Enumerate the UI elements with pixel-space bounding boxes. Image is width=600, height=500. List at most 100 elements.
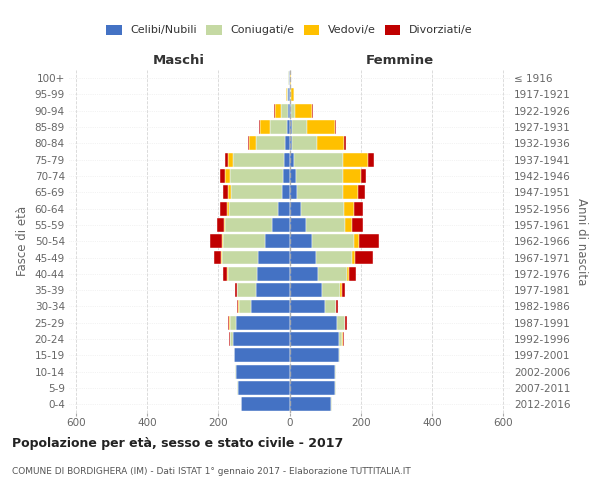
Y-axis label: Anni di nascita: Anni di nascita [575, 198, 587, 285]
Bar [230, 169, 283, 183]
Bar [284, 153, 290, 166]
Bar [311, 234, 353, 248]
Bar [290, 365, 335, 378]
Bar [222, 250, 258, 264]
Bar [223, 234, 265, 248]
Bar [342, 283, 346, 297]
Legend: Celibi/Nubili, Coniugati/e, Vedovi/e, Divorziati/e: Celibi/Nubili, Coniugati/e, Vedovi/e, Di… [104, 22, 475, 38]
Bar [292, 120, 307, 134]
Bar [287, 120, 290, 134]
Bar [337, 316, 344, 330]
Bar [217, 218, 224, 232]
Bar [343, 186, 358, 200]
Bar [290, 348, 338, 362]
Bar [354, 202, 363, 215]
Bar [290, 267, 318, 281]
Text: COMUNE DI BORDIGHERA (IM) - Dati ISTAT 1° gennaio 2017 - Elaborazione TUTTITALIA: COMUNE DI BORDIGHERA (IM) - Dati ISTAT 1… [12, 468, 411, 476]
Bar [349, 267, 356, 281]
Bar [236, 365, 290, 378]
Bar [223, 267, 227, 281]
Bar [229, 153, 233, 166]
Bar [335, 365, 336, 378]
Bar [368, 153, 374, 166]
Bar [258, 250, 290, 264]
Bar [346, 316, 347, 330]
Bar [231, 186, 281, 200]
Bar [290, 398, 331, 411]
Bar [290, 120, 292, 134]
Bar [241, 398, 290, 411]
Bar [226, 218, 272, 232]
Bar [225, 153, 229, 166]
Bar [359, 234, 379, 248]
Bar [275, 104, 281, 118]
Bar [352, 218, 363, 232]
Bar [343, 153, 368, 166]
Bar [295, 104, 312, 118]
Bar [290, 218, 305, 232]
Bar [331, 398, 332, 411]
Bar [291, 88, 294, 102]
Bar [290, 250, 316, 264]
Bar [344, 136, 346, 150]
Bar [307, 120, 335, 134]
Bar [223, 186, 227, 200]
Bar [337, 300, 338, 314]
Bar [288, 104, 290, 118]
Bar [355, 250, 373, 264]
Bar [251, 300, 290, 314]
Bar [347, 267, 349, 281]
Bar [220, 169, 225, 183]
Bar [285, 136, 290, 150]
Bar [235, 348, 290, 362]
Bar [340, 283, 342, 297]
Bar [233, 348, 235, 362]
Bar [221, 234, 223, 248]
Bar [236, 283, 237, 297]
Bar [298, 186, 343, 200]
Bar [269, 120, 287, 134]
Bar [301, 202, 344, 215]
Text: Popolazione per età, sesso e stato civile - 2017: Popolazione per età, sesso e stato civil… [12, 438, 343, 450]
Bar [343, 332, 344, 346]
Bar [335, 120, 337, 134]
Bar [338, 348, 340, 362]
Bar [265, 234, 290, 248]
Text: Maschi: Maschi [153, 54, 205, 66]
Bar [256, 136, 285, 150]
Bar [230, 332, 233, 346]
Bar [220, 202, 227, 215]
Bar [289, 88, 290, 102]
Bar [336, 300, 337, 314]
Bar [227, 186, 231, 200]
Bar [317, 136, 344, 150]
Bar [290, 283, 322, 297]
Bar [325, 300, 336, 314]
Bar [290, 88, 291, 102]
Bar [210, 234, 221, 248]
Bar [233, 332, 290, 346]
Bar [346, 218, 352, 232]
Bar [259, 120, 260, 134]
Bar [358, 186, 365, 200]
Bar [237, 381, 238, 395]
Bar [344, 316, 346, 330]
Bar [230, 316, 236, 330]
Bar [290, 169, 296, 183]
Bar [338, 332, 342, 346]
Bar [316, 250, 352, 264]
Bar [286, 88, 287, 102]
Bar [229, 332, 230, 346]
Bar [227, 267, 257, 281]
Bar [260, 120, 269, 134]
Bar [227, 202, 229, 215]
Bar [343, 169, 361, 183]
Bar [291, 104, 295, 118]
Bar [342, 332, 343, 346]
Bar [352, 250, 355, 264]
Y-axis label: Fasce di età: Fasce di età [16, 206, 29, 276]
Bar [290, 381, 335, 395]
Bar [290, 234, 311, 248]
Bar [344, 202, 354, 215]
Bar [221, 250, 222, 264]
